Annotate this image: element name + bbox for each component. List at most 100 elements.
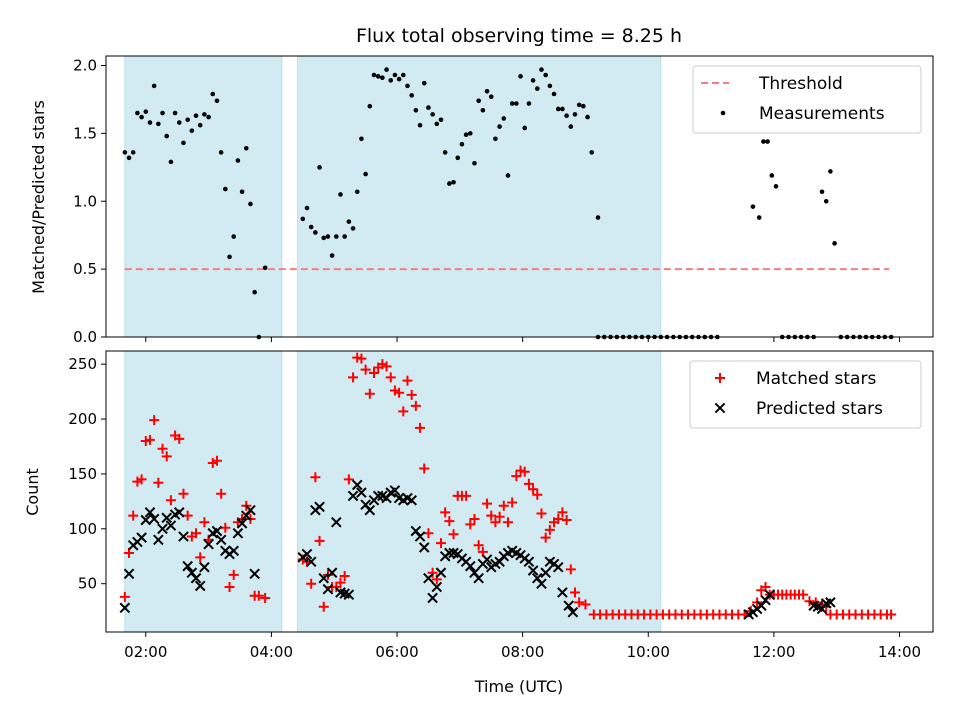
data-point	[122, 150, 128, 155]
data-point	[161, 451, 172, 462]
data-point	[193, 113, 199, 119]
data-point	[461, 490, 472, 501]
data-point	[389, 485, 401, 496]
data-point	[530, 78, 536, 83]
data-point	[576, 102, 582, 108]
data-point	[165, 495, 176, 506]
legend-label: Predicted stars	[756, 399, 883, 419]
data-point	[539, 67, 544, 72]
data-point	[144, 507, 156, 518]
data-point	[343, 589, 355, 600]
data-point	[156, 121, 161, 127]
data-point	[464, 560, 476, 572]
data-point	[317, 165, 322, 170]
data-point	[473, 572, 484, 584]
data-point	[518, 74, 523, 79]
data-point	[313, 230, 318, 235]
data-point	[427, 592, 438, 604]
data-point	[434, 121, 440, 127]
data-point	[149, 415, 160, 426]
data-point	[563, 600, 575, 611]
data-point	[173, 507, 185, 518]
data-point	[414, 531, 426, 542]
data-point	[459, 141, 465, 147]
data-point	[143, 109, 149, 114]
data-point	[444, 516, 455, 527]
data-point	[536, 508, 547, 519]
x-tick-label: 08:00	[501, 643, 544, 661]
data-point	[308, 224, 314, 230]
data-point	[371, 72, 377, 78]
data-point	[248, 201, 253, 207]
legend: Matched stars Predicted stars	[689, 360, 922, 429]
data-point	[798, 589, 809, 600]
data-point	[160, 110, 165, 116]
x-axis-label: Time (UTC)	[474, 677, 563, 696]
data-point	[507, 497, 518, 508]
data-point	[351, 479, 363, 491]
chart-title: Flux total observing time = 8.25 h	[356, 25, 682, 47]
data-point	[359, 136, 364, 142]
shaded-interval	[124, 55, 283, 338]
data-point	[522, 125, 528, 131]
data-point	[153, 534, 164, 546]
data-point	[164, 133, 170, 139]
data-point	[178, 488, 189, 499]
data-point	[565, 564, 576, 575]
x-tick-label: 02:00	[124, 643, 167, 661]
y-tick-label: 1.0	[73, 192, 97, 210]
data-point	[119, 602, 131, 614]
y-tick-label: 150	[68, 465, 97, 483]
legend: Threshold Measurements	[692, 65, 922, 134]
data-point	[195, 552, 206, 563]
data-point	[181, 140, 186, 146]
data-point	[243, 146, 249, 151]
x-tick-label: 06:00	[375, 643, 418, 661]
data-point	[161, 512, 173, 524]
data-point	[189, 128, 195, 133]
data-point	[409, 93, 414, 98]
data-point	[497, 124, 502, 129]
data-point	[511, 471, 522, 482]
data-point	[388, 78, 394, 83]
data-point	[199, 517, 210, 528]
data-point	[415, 422, 426, 433]
data-point	[569, 587, 580, 598]
data-point	[447, 181, 452, 186]
data-point	[384, 67, 389, 72]
data-point	[223, 186, 228, 192]
data-point	[419, 463, 430, 474]
data-point	[427, 567, 438, 578]
data-point	[176, 120, 182, 125]
data-point	[174, 433, 185, 444]
data-point	[330, 516, 342, 528]
data-point	[823, 198, 829, 204]
data-point	[552, 561, 564, 573]
data-point	[555, 106, 561, 112]
data-point	[572, 112, 578, 117]
data-point	[886, 609, 897, 620]
data-point	[310, 472, 321, 483]
data-point	[551, 91, 557, 97]
legend-label: Measurements	[759, 104, 885, 124]
data-point	[484, 88, 490, 94]
data-point	[253, 590, 264, 601]
data-point	[560, 106, 565, 112]
data-point	[232, 527, 244, 539]
data-point	[202, 112, 207, 117]
data-point	[339, 571, 350, 582]
data-point	[469, 513, 480, 524]
data-point	[191, 528, 202, 539]
data-point	[178, 531, 189, 542]
data-point	[440, 507, 451, 518]
data-point	[435, 538, 446, 549]
data-point	[526, 101, 532, 106]
data-point	[301, 548, 313, 560]
data-point	[467, 131, 473, 136]
data-point	[396, 76, 402, 82]
data-point	[249, 568, 260, 580]
data-point	[318, 601, 329, 612]
data-point	[463, 132, 469, 138]
x-tick-label: 04:00	[250, 643, 293, 661]
data-point	[347, 490, 359, 502]
